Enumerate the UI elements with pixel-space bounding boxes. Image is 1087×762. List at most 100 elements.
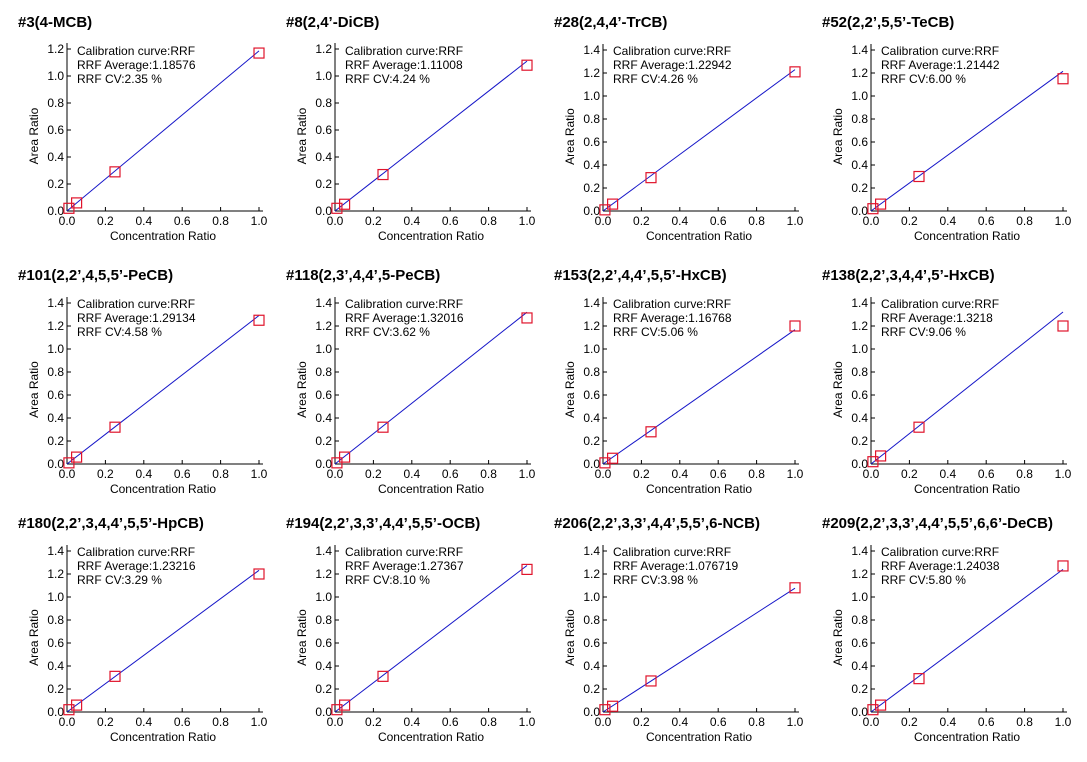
fit-line	[602, 69, 796, 212]
x-tick-label: 0.2	[97, 467, 114, 481]
y-tick-label: 0.0	[47, 204, 64, 218]
annotation-rrf-cv: RRF CV:5.06 %	[613, 325, 698, 339]
annotation-rrf-cv: RRF CV:2.35 %	[77, 72, 162, 86]
chart-panel: #194(2,2’,3,3’,4,4’,5,5’-OCB) 0.0 0.2 0.4 0.…	[268, 501, 536, 751]
data-point	[606, 198, 619, 210]
y-tick-label: 0.2	[315, 434, 332, 448]
annotation-rrf-cv: RRF CV:4.58 %	[77, 325, 162, 339]
y-tick-label: 1.2	[583, 66, 600, 80]
y-axis-label: Area Ratio	[831, 609, 845, 666]
x-axis-label: Concentration Ratio	[110, 229, 216, 243]
y-axis-label: Area Ratio	[563, 361, 577, 418]
x-axis-label: Concentration Ratio	[646, 482, 752, 496]
x-tick-label: 0.0	[595, 214, 612, 228]
y-tick-label: 0.8	[47, 613, 64, 627]
annotation-rrf-average: RRF Average:1.23216	[77, 559, 196, 573]
chart-plot: 0.0 0.2 0.4 0.6 0.8 1.0 1.2 1.4 0.0 0.2 0.4 0.6 0.8 1…	[27, 296, 268, 496]
y-tick-label: 0.8	[47, 365, 64, 379]
annotation-rrf-average: RRF Average:1.21442	[881, 58, 1000, 72]
annotation-curve: Calibration curve:RRF	[881, 297, 999, 311]
y-tick-label: 0.0	[315, 705, 332, 719]
x-tick-label: 1.0	[519, 467, 536, 481]
annotation-rrf-cv: RRF CV:3.29 %	[77, 573, 162, 587]
y-tick-label: 1.0	[315, 590, 332, 604]
annotation-rrf-average: RRF Average:1.18576	[77, 58, 196, 72]
x-tick-label: 0.4	[135, 214, 152, 228]
x-tick-label: 0.0	[863, 467, 880, 481]
x-tick-label: 0.4	[403, 467, 420, 481]
x-tick-label: 1.0	[1055, 467, 1072, 481]
x-tick-label: 0.6	[710, 214, 727, 228]
chart-title: #194(2,2’,3,3’,4,4’,5,5’-OCB)	[286, 515, 481, 532]
chart-title: #101(2,2’,4,5,5’-PeCB)	[18, 267, 174, 284]
y-tick-label: 0.8	[315, 365, 332, 379]
chart-plot: 0.0 0.2 0.4 0.6 0.8 1.0 1.2 0.0 0.2 0.4 0.6 0.8 1.0 C…	[295, 42, 536, 243]
data-point	[338, 198, 351, 210]
y-tick-label: 0.6	[315, 388, 332, 402]
y-tick-label: 1.0	[851, 89, 868, 103]
x-tick-label: 0.8	[480, 715, 497, 729]
chart-title: #153(2,2’,4,4’,5,5’-HxCB)	[554, 267, 727, 284]
y-tick-label: 1.0	[47, 69, 64, 83]
y-tick-label: 0.6	[315, 123, 332, 137]
y-tick-label: 1.2	[851, 567, 868, 581]
y-tick-label: 0.0	[47, 457, 64, 471]
x-tick-label: 0.0	[59, 214, 76, 228]
x-axis-label: Concentration Ratio	[914, 482, 1020, 496]
y-tick-label: 0.4	[315, 659, 332, 673]
annotation-curve: Calibration curve:RRF	[77, 297, 195, 311]
x-tick-label: 0.8	[748, 715, 765, 729]
y-tick-label: 0.4	[851, 659, 868, 673]
chart-panel: #180(2,2’,3,4,4’,5,5’-HpCB) 0.0 0.2 0.4 0.6 0…	[0, 501, 268, 751]
y-tick-label: 1.0	[851, 590, 868, 604]
y-tick-label: 0.8	[851, 365, 868, 379]
y-tick-label: 0.8	[583, 365, 600, 379]
y-tick-label: 0.2	[583, 682, 600, 696]
annotation-curve: Calibration curve:RRF	[613, 297, 731, 311]
fit-line	[870, 70, 1064, 212]
annotation-rrf-cv: RRF CV:8.10 %	[345, 573, 430, 587]
x-tick-label: 0.4	[939, 214, 956, 228]
y-tick-label: 0.6	[47, 388, 64, 402]
y-axis-label: Area Ratio	[295, 609, 309, 666]
y-tick-label: 0.4	[315, 150, 332, 164]
y-tick-label: 1.2	[47, 319, 64, 333]
x-tick-label: 0.6	[710, 715, 727, 729]
data-point	[913, 170, 925, 183]
x-tick-label: 0.6	[442, 715, 459, 729]
y-tick-label: 1.4	[47, 544, 64, 558]
fit-line	[66, 315, 260, 465]
chart-panel: #52(2,2’,5,5’-TeCB) 0.0 0.2 0.4 0.6 0.8 1.0 1.2…	[804, 0, 1072, 250]
y-tick-label: 0.0	[583, 457, 600, 471]
x-tick-label: 0.4	[671, 214, 688, 228]
data-point	[70, 699, 83, 711]
annotation-rrf-cv: RRF CV:4.24 %	[345, 72, 430, 86]
data-point	[253, 47, 265, 59]
x-tick-label: 0.0	[327, 214, 344, 228]
data-point	[645, 426, 657, 438]
chart-panel: #101(2,2’,4,5,5’-PeCB) 0.0 0.2 0.4 0.6 0.8 1.0…	[0, 253, 268, 503]
data-point	[377, 168, 389, 181]
annotation-curve: Calibration curve:RRF	[881, 545, 999, 559]
y-tick-label: 0.6	[583, 388, 600, 402]
x-tick-label: 0.6	[442, 214, 459, 228]
x-tick-label: 0.4	[939, 715, 956, 729]
y-tick-label: 0.0	[851, 457, 868, 471]
annotation-curve: Calibration curve:RRF	[613, 44, 731, 58]
x-axis-label: Concentration Ratio	[914, 730, 1020, 744]
x-axis-label: Concentration Ratio	[378, 229, 484, 243]
annotation-rrf-cv: RRF CV:6.00 %	[881, 72, 966, 86]
x-tick-label: 1.0	[519, 214, 536, 228]
y-axis-label: Area Ratio	[27, 609, 41, 666]
annotation-rrf-average: RRF Average:1.16768	[613, 311, 732, 325]
chart-panel: #28(2,4,4’-TrCB) 0.0 0.2 0.4 0.6 0.8 1.0 1.2 1.4…	[536, 0, 804, 250]
y-tick-label: 1.4	[851, 43, 868, 57]
x-tick-label: 0.2	[901, 214, 918, 228]
y-tick-label: 1.4	[851, 296, 868, 310]
y-tick-label: 0.2	[583, 434, 600, 448]
y-tick-label: 0.0	[583, 204, 600, 218]
y-axis-label: Area Ratio	[295, 361, 309, 418]
x-tick-label: 0.8	[748, 467, 765, 481]
data-point	[874, 699, 887, 711]
x-tick-label: 0.2	[901, 715, 918, 729]
